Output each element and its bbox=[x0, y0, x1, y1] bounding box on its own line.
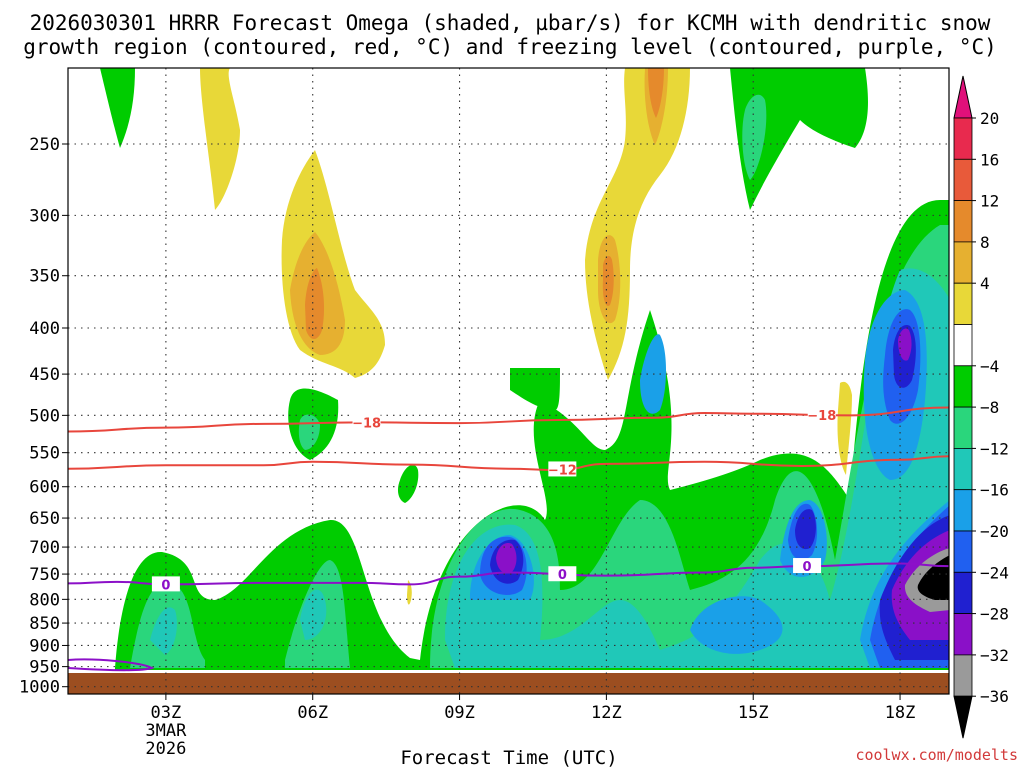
x-tick-label: 15Z bbox=[738, 703, 769, 723]
omega-dn4-upper bbox=[100, 68, 868, 503]
y-tick-label: 1000 bbox=[19, 678, 60, 698]
y-axis: 2503003504004505005506006507007508008509… bbox=[19, 135, 68, 698]
colorbar: 20 16 12 8 4 −4 −8 −12 −16 −20 −24 −28 −32 −36 bbox=[953, 75, 1009, 739]
x-tick-sublabel: 2026 bbox=[145, 739, 186, 759]
isotherm-minus12 bbox=[68, 455, 949, 472]
colorbar-label: 16 bbox=[980, 150, 999, 169]
freezing-level-surface-loop bbox=[68, 658, 155, 672]
x-tick-label: 06Z bbox=[297, 703, 328, 723]
colorbar-swatch bbox=[953, 117, 973, 160]
freezing-level-0c-label-bg bbox=[793, 558, 822, 574]
colorbar-swatch bbox=[953, 447, 973, 491]
y-tick-label: 350 bbox=[29, 267, 60, 287]
y-tick-label: 950 bbox=[29, 658, 60, 678]
ground bbox=[68, 673, 949, 694]
x-tick-label: 03Z bbox=[151, 703, 182, 723]
plot-area: −18 −18 −12 0 0 0 bbox=[68, 68, 949, 694]
x-tick-label: 09Z bbox=[444, 703, 475, 723]
omega-up12-upper3 bbox=[602, 68, 664, 306]
colorbar-swatch bbox=[953, 324, 973, 367]
x-tick-sublabel: 3MAR bbox=[145, 721, 187, 741]
isotherm-minus18-label: −18 bbox=[352, 416, 381, 431]
colorbar-swatch bbox=[953, 571, 973, 614]
x-tick-label: 12Z bbox=[591, 703, 622, 723]
colorbar-label: −4 bbox=[980, 357, 999, 376]
freezing-level-0c-label: 0 bbox=[558, 568, 567, 583]
colorbar-swatch bbox=[953, 241, 973, 284]
colorbar-label: −28 bbox=[980, 605, 1009, 624]
colorbar-label: −20 bbox=[980, 522, 1009, 541]
gridlines bbox=[68, 68, 949, 694]
colorbar-swatch bbox=[953, 654, 973, 697]
omega-dn4-band bbox=[115, 200, 949, 670]
isotherm-minus12-label: −12 bbox=[548, 463, 577, 478]
y-tick-label: 650 bbox=[29, 509, 60, 529]
omega-up4-upper1 bbox=[200, 68, 240, 210]
isotherm-minus18-label: −18 bbox=[807, 409, 836, 424]
colorbar-swatch bbox=[953, 530, 973, 573]
y-tick-label: 800 bbox=[29, 590, 60, 610]
chart-title-line1: 2026030301 HRRR Forecast Omega (shaded, … bbox=[30, 11, 991, 35]
y-tick-label: 750 bbox=[29, 565, 60, 585]
freezing-level-0c-label-bg bbox=[151, 576, 180, 592]
y-tick-label: 700 bbox=[29, 538, 60, 558]
isotherm-minus12-label-bg bbox=[548, 461, 577, 477]
colorbar-swatch bbox=[953, 282, 973, 325]
x-axis-label: Forecast Time (UTC) bbox=[400, 747, 617, 768]
colorbar-label: 4 bbox=[980, 274, 990, 293]
omega-up12-upper2 bbox=[305, 268, 325, 339]
y-tick-label: 600 bbox=[29, 478, 60, 498]
freezing-level-0c-label: 0 bbox=[803, 560, 812, 575]
surface-white-cap bbox=[68, 668, 200, 673]
credit-text: coolwx.com/modelts bbox=[855, 746, 1018, 764]
y-tick-label: 900 bbox=[29, 636, 60, 656]
omega-up4-upper3 bbox=[585, 68, 690, 380]
isotherm-minus18 bbox=[68, 406, 949, 433]
chart-title-line2: growth region (contoured, red, °C) and f… bbox=[23, 35, 997, 59]
colorbar-swatch bbox=[953, 613, 973, 656]
colorbar-label: 12 bbox=[980, 192, 999, 211]
omega-dn28-band bbox=[496, 328, 949, 640]
isotherm-minus18-label-bg bbox=[807, 406, 836, 422]
colorbar-label: 8 bbox=[980, 233, 990, 252]
plot-frame bbox=[67, 67, 950, 695]
y-tick-label: 300 bbox=[29, 206, 60, 226]
colorbar-swatch bbox=[953, 158, 973, 202]
y-tick-label: 550 bbox=[29, 444, 60, 464]
colorbar-label: 20 bbox=[980, 109, 999, 128]
y-tick-label: 400 bbox=[29, 319, 60, 339]
isotherm-minus18-label-bg bbox=[352, 414, 381, 430]
colorbar-swatch bbox=[953, 406, 973, 449]
x-tick-label: 18Z bbox=[885, 703, 916, 723]
colorbar-label: −36 bbox=[980, 687, 1009, 706]
y-tick-label: 500 bbox=[29, 406, 60, 426]
freezing-level-0c-label-bg bbox=[548, 566, 577, 582]
isotherm-contours: −18 −18 −12 0 0 0 bbox=[68, 406, 949, 672]
colorbar-swatch bbox=[953, 365, 973, 408]
freezing-level-0c-label: 0 bbox=[161, 578, 170, 593]
colorbar-top-arrow bbox=[953, 75, 973, 119]
colorbar-swatch bbox=[953, 200, 973, 243]
colorbar-label: −8 bbox=[980, 398, 999, 417]
y-tick-label: 850 bbox=[29, 614, 60, 634]
colorbar-label: −12 bbox=[980, 439, 1009, 458]
y-tick-label: 250 bbox=[29, 135, 60, 155]
omega-shading bbox=[100, 68, 949, 670]
colorbar-label: −16 bbox=[980, 481, 1009, 500]
colorbar-label: −32 bbox=[980, 646, 1009, 665]
colorbar-bottom-arrow bbox=[953, 695, 973, 739]
colorbar-swatch bbox=[953, 489, 973, 532]
colorbar-label: −24 bbox=[980, 563, 1009, 582]
y-tick-label: 450 bbox=[29, 365, 60, 385]
omega-up8-upper3 bbox=[598, 68, 668, 324]
